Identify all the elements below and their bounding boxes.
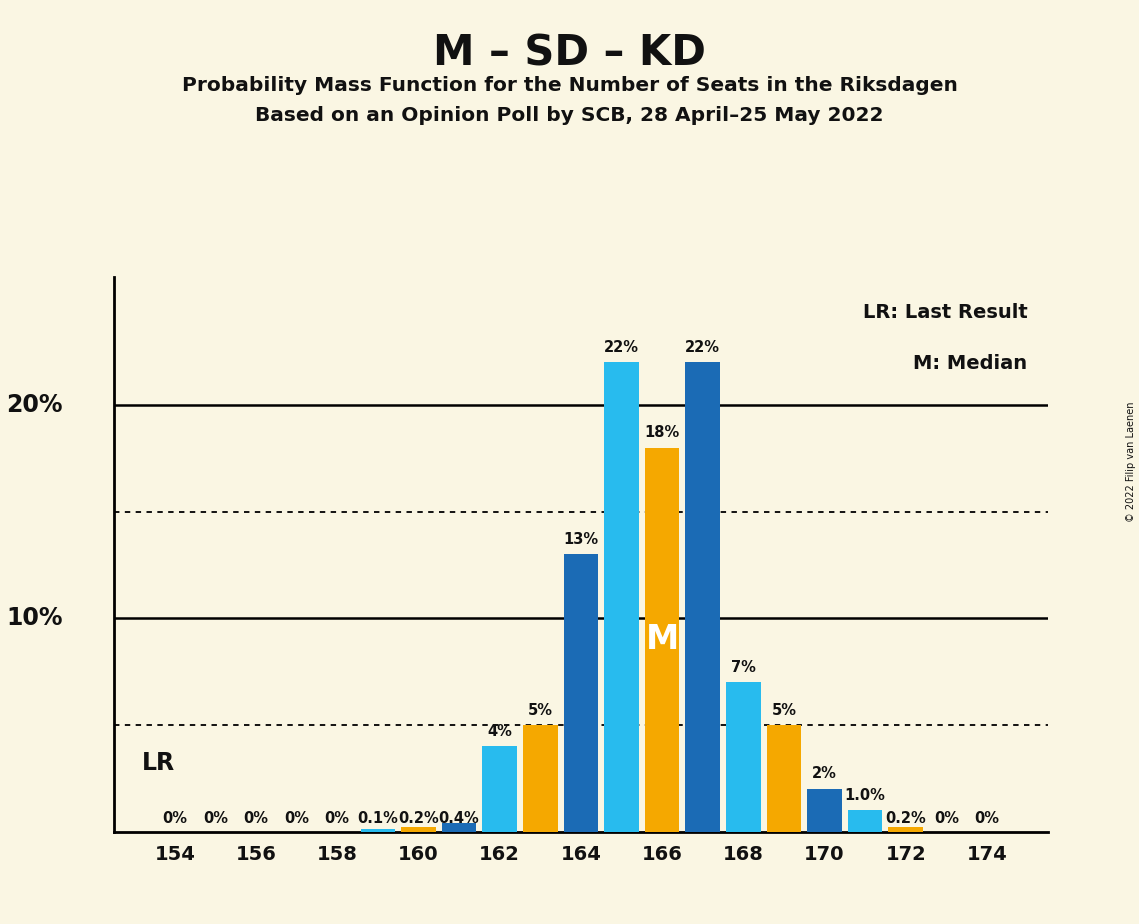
Bar bbox=[767, 725, 801, 832]
Text: 5%: 5% bbox=[771, 702, 796, 718]
Text: 0%: 0% bbox=[975, 811, 999, 826]
Text: LR: LR bbox=[142, 751, 175, 775]
Text: 0.4%: 0.4% bbox=[439, 811, 480, 826]
Text: 0%: 0% bbox=[163, 811, 187, 826]
Text: 0.2%: 0.2% bbox=[399, 811, 439, 826]
Text: M: Median: M: Median bbox=[913, 354, 1027, 373]
Text: © 2022 Filip van Laenen: © 2022 Filip van Laenen bbox=[1126, 402, 1136, 522]
Bar bbox=[564, 554, 598, 832]
Text: 4%: 4% bbox=[487, 723, 513, 739]
Bar bbox=[523, 725, 557, 832]
Bar bbox=[483, 747, 517, 832]
Text: LR: Last Result: LR: Last Result bbox=[863, 303, 1027, 322]
Text: 0%: 0% bbox=[284, 811, 309, 826]
Bar bbox=[401, 827, 436, 832]
Bar bbox=[686, 362, 720, 832]
Text: 0.2%: 0.2% bbox=[885, 811, 926, 826]
Text: 0%: 0% bbox=[325, 811, 350, 826]
Text: Probability Mass Function for the Number of Seats in the Riksdagen: Probability Mass Function for the Number… bbox=[181, 76, 958, 95]
Bar bbox=[361, 830, 395, 832]
Text: 0%: 0% bbox=[244, 811, 269, 826]
Text: 18%: 18% bbox=[645, 425, 680, 441]
Text: 5%: 5% bbox=[527, 702, 552, 718]
Text: 22%: 22% bbox=[604, 340, 639, 355]
Bar bbox=[442, 823, 476, 832]
Text: 7%: 7% bbox=[731, 660, 756, 675]
Bar bbox=[726, 682, 761, 832]
Text: 13%: 13% bbox=[564, 532, 598, 547]
Text: M: M bbox=[646, 623, 679, 656]
Text: 0%: 0% bbox=[934, 811, 959, 826]
Text: 20%: 20% bbox=[6, 393, 63, 417]
Text: 0.1%: 0.1% bbox=[358, 811, 399, 826]
Bar bbox=[645, 448, 679, 832]
Bar bbox=[604, 362, 639, 832]
Bar bbox=[808, 789, 842, 832]
Text: Based on an Opinion Poll by SCB, 28 April–25 May 2022: Based on an Opinion Poll by SCB, 28 Apri… bbox=[255, 106, 884, 126]
Bar bbox=[847, 810, 883, 832]
Text: 10%: 10% bbox=[6, 606, 63, 630]
Text: 22%: 22% bbox=[686, 340, 720, 355]
Text: 2%: 2% bbox=[812, 767, 837, 782]
Bar bbox=[888, 827, 923, 832]
Text: 1.0%: 1.0% bbox=[845, 788, 886, 803]
Text: 0%: 0% bbox=[203, 811, 228, 826]
Text: M – SD – KD: M – SD – KD bbox=[433, 32, 706, 74]
